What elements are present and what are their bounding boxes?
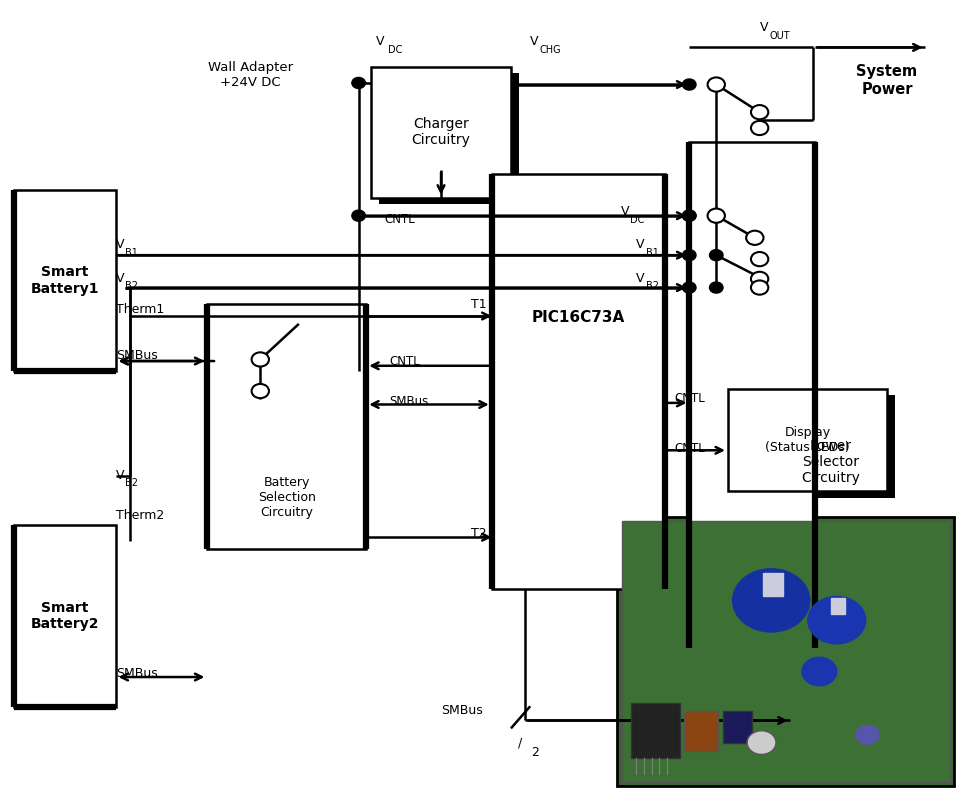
Circle shape [252, 384, 269, 398]
Text: CNTL: CNTL [385, 213, 415, 226]
Circle shape [747, 731, 776, 754]
Text: B2: B2 [125, 281, 138, 291]
Text: /: / [519, 736, 522, 749]
Bar [831, 598, 845, 614]
Circle shape [352, 77, 365, 88]
Bar [617, 517, 954, 786]
Text: System
Power: System Power [856, 64, 918, 97]
Text: Therm2: Therm2 [116, 509, 164, 521]
Circle shape [683, 210, 696, 221]
Circle shape [708, 77, 725, 92]
Bar [723, 711, 752, 743]
Text: SMBus: SMBus [389, 395, 429, 408]
Circle shape [252, 352, 269, 367]
Text: B1: B1 [646, 248, 658, 258]
Text: B2: B2 [125, 479, 138, 488]
Circle shape [683, 79, 696, 90]
Text: T2: T2 [471, 527, 487, 540]
Text: SMBus: SMBus [116, 667, 157, 679]
Bar [684, 711, 718, 750]
Bar [14, 525, 116, 707]
Bar [631, 703, 680, 758]
Bar [207, 304, 366, 549]
Circle shape [751, 272, 768, 286]
Text: SMBus: SMBus [442, 705, 483, 717]
Bar [14, 190, 116, 371]
Text: DC: DC [388, 45, 402, 55]
Text: CNTL: CNTL [675, 393, 706, 405]
Bar [371, 67, 511, 198]
Bar [728, 389, 887, 491]
Text: Power
Selector
Circuitry: Power Selector Circuitry [801, 439, 861, 485]
Circle shape [733, 569, 810, 632]
Circle shape [751, 121, 768, 135]
Bar [622, 521, 950, 782]
Text: V: V [116, 239, 124, 251]
Text: V: V [636, 272, 645, 284]
Text: V: V [116, 272, 124, 284]
Text: V: V [760, 21, 768, 34]
Circle shape [708, 209, 725, 223]
Circle shape [710, 250, 723, 261]
Circle shape [856, 725, 879, 744]
Text: V: V [116, 469, 124, 482]
Circle shape [683, 210, 696, 221]
Text: B1: B1 [125, 248, 138, 258]
Circle shape [746, 231, 763, 245]
Text: Smart
Battery2: Smart Battery2 [31, 601, 99, 631]
Text: V: V [636, 239, 645, 251]
Bar [492, 174, 665, 589]
Text: Wall Adapter
+24V DC: Wall Adapter +24V DC [208, 61, 293, 89]
Bar [689, 142, 815, 648]
Text: V: V [376, 36, 385, 48]
Text: CNTL: CNTL [389, 356, 420, 368]
Text: Battery
Selection
Circuitry: Battery Selection Circuitry [257, 476, 316, 519]
Circle shape [352, 210, 365, 221]
Circle shape [683, 282, 696, 293]
Text: 2: 2 [531, 746, 539, 758]
Circle shape [751, 105, 768, 119]
Text: CHG: CHG [540, 45, 561, 55]
Bar [736, 395, 895, 498]
Circle shape [710, 282, 723, 293]
Text: DC: DC [630, 215, 645, 224]
Circle shape [808, 596, 866, 644]
Circle shape [751, 252, 768, 266]
Text: OUT: OUT [769, 31, 790, 40]
Text: PIC16C73A: PIC16C73A [532, 310, 625, 325]
Bar [379, 73, 519, 204]
Text: V: V [530, 36, 539, 48]
Circle shape [683, 250, 696, 261]
Text: SMBus: SMBus [116, 349, 157, 362]
Text: CNTL: CNTL [675, 442, 706, 455]
Text: Charger
Circuitry: Charger Circuitry [412, 117, 470, 148]
Text: Display
(Status LEDs): Display (Status LEDs) [765, 426, 849, 454]
Text: V: V [621, 205, 629, 218]
Text: Therm1: Therm1 [116, 303, 164, 316]
Circle shape [751, 280, 768, 295]
Bar [763, 573, 783, 596]
Text: Smart
Battery1: Smart Battery1 [31, 265, 99, 295]
Circle shape [802, 657, 837, 686]
Text: B2: B2 [646, 281, 658, 291]
Text: T1: T1 [471, 298, 487, 310]
